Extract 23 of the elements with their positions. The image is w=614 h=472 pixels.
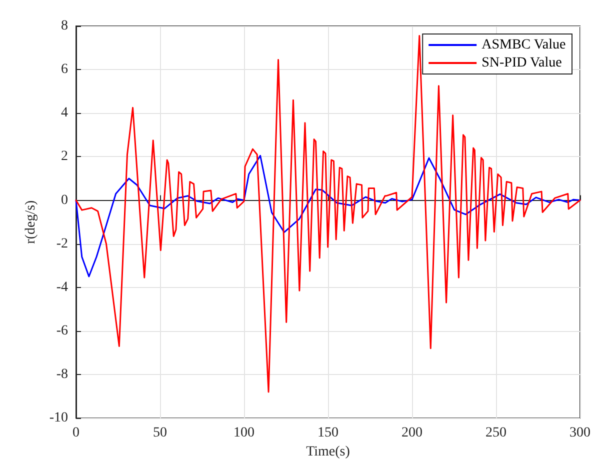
x-tick-label: 100	[234, 426, 254, 441]
y-tick-label: -4	[56, 280, 68, 295]
x-tick-label: 0	[72, 426, 80, 441]
y-tick-label: -10	[49, 410, 68, 426]
y-tick-label: -2	[56, 236, 68, 252]
line-series	[75, 154, 581, 278]
y-tick-label: 6	[61, 62, 68, 78]
y-tick-label: 0	[61, 192, 68, 208]
x-tick-label: 50	[153, 426, 167, 441]
x-tick-label: 200	[402, 426, 422, 441]
y-tick-label: 4	[61, 106, 68, 121]
x-tick-label: 150	[318, 426, 338, 441]
x-axis-title: Time(s)	[306, 444, 350, 460]
y-tick-label: -6	[56, 323, 68, 338]
line-series	[75, 35, 581, 393]
x-tick-label: 300	[570, 426, 590, 441]
y-tick-label: -8	[56, 367, 68, 382]
y-tick-label: 8	[61, 18, 68, 34]
legend-label: ASMBC Value	[482, 38, 566, 52]
y-tick-label: 2	[61, 149, 68, 164]
legend-label: SN-PID Value	[482, 56, 562, 70]
y-axis-title: r(deg/s)	[24, 200, 38, 244]
x-tick-label: 250	[486, 426, 506, 441]
